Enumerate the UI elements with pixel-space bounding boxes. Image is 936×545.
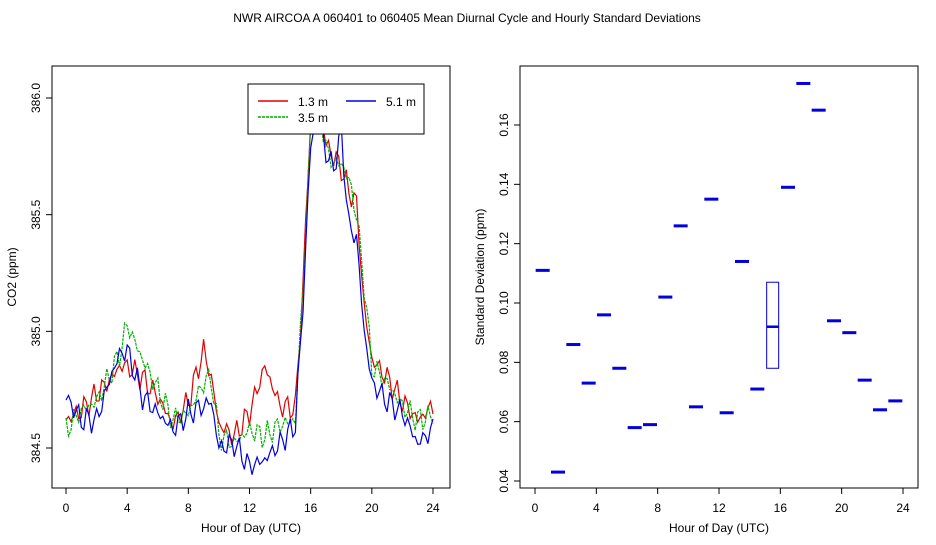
plot2-xtick-label: 0 (532, 501, 539, 515)
legend-label: 5.1 m (386, 95, 416, 109)
plot1-xtick-label: 20 (365, 501, 379, 515)
plot2-xtick-label: 16 (774, 501, 788, 515)
plot2-frame (519, 65, 919, 489)
plot2-xtick-label: 12 (712, 501, 726, 515)
plot2-ytick-label: 0.06 (497, 410, 511, 434)
legend-label: 1.3 m (298, 95, 328, 109)
plot1-xtick-label: 8 (185, 501, 192, 515)
plot2-xtick-label: 4 (593, 501, 600, 515)
plot1-ylabel: CO2 (ppm) (5, 247, 19, 306)
plot2-xlabel: Hour of Day (UTC) (669, 521, 769, 535)
plot2-ytick-label: 0.04 (497, 469, 511, 493)
plot1-ytick-label: 386.0 (29, 83, 43, 113)
plot1-xtick-label: 0 (63, 501, 70, 515)
plot2-xtick-label: 20 (835, 501, 849, 515)
series-line-5-1-m (65, 111, 434, 475)
plot2-xtick-label: 8 (654, 501, 661, 515)
series-line-3-5-m (65, 84, 434, 451)
plot2-ylabel: Standard Deviation (ppm) (473, 209, 487, 346)
plot1-xlabel: Hour of Day (UTC) (201, 521, 301, 535)
plot1-ticks: 0 4 8 12 16 20 24 384.5 385.0 385.5 386.0 (29, 83, 440, 515)
plot1-ytick-label: 385.5 (29, 199, 43, 229)
plot1-legend: 1.3 m 3.5 m 5.1 m (247, 83, 425, 135)
chart-title: NWR AIRCOA A 060401 to 060405 Mean Diurn… (233, 11, 701, 25)
legend-label: 3.5 m (298, 111, 328, 125)
series-line-1-3-m (65, 87, 434, 446)
plot2-ytick-label: 0.08 (497, 350, 511, 374)
plot2-ytick-label: 0.12 (497, 232, 511, 256)
co2-diurnal-plot: 0 4 8 12 16 20 24 384.5 385.0 385.5 386.0 Hour of … (5, 65, 451, 535)
std-dev-plot: 0 4 8 12 16 20 240.040.060.080.100.120.140.16 … (473, 65, 919, 535)
plot1-series (65, 84, 434, 475)
plot1-frame (51, 65, 451, 489)
plot1-xtick-label: 24 (426, 501, 440, 515)
plot2-ytick-label: 0.16 (497, 113, 511, 137)
plot2-xtick-label: 24 (896, 501, 910, 515)
plot1-ytick-label: 385.0 (29, 316, 43, 346)
plot2-ticks: 0 4 8 12 16 20 24 0.04 0.06 0.08 0.10 0.12 0.14 0.16 (497, 113, 910, 515)
plot2-ytick-label: 0.10 (497, 291, 511, 315)
plot1-ytick-label: 384.5 (29, 433, 43, 463)
plot2-marks (535, 81, 903, 474)
plot1-xtick-label: 4 (124, 501, 131, 515)
plot1-xtick-label: 16 (304, 501, 318, 515)
plot2-ytick-label: 0.14 (497, 172, 511, 196)
legend-box (247, 83, 425, 135)
plot1-xtick-label: 12 (243, 501, 257, 515)
std-dev-box (766, 281, 780, 369)
